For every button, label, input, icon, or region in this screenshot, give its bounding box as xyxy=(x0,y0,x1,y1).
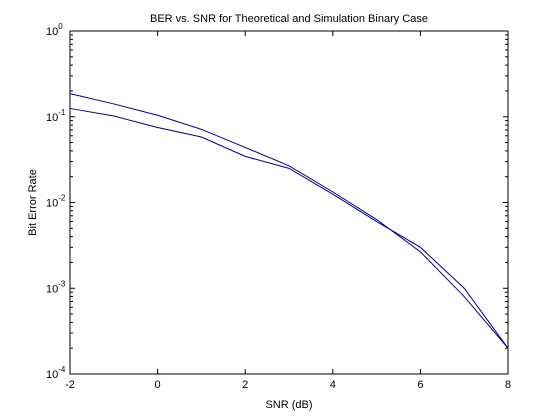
y-axis-label: Bit Error Rate xyxy=(27,169,39,236)
x-axis-label: SNR (dB) xyxy=(265,399,312,411)
x-tick-label: 6 xyxy=(417,379,423,391)
y-tick-label-exponent: -3 xyxy=(58,279,66,288)
y-tick-label-exponent: 0 xyxy=(58,22,63,31)
y-tick-label: 10-3 xyxy=(46,279,66,295)
plot-area xyxy=(70,31,508,374)
y-tick-label: 10-2 xyxy=(46,194,66,210)
x-tick-label: 0 xyxy=(155,379,161,391)
y-tick-label: 10-1 xyxy=(46,108,66,124)
x-tick-label: -2 xyxy=(65,379,75,391)
chart-title: BER vs. SNR for Theoretical and Simulati… xyxy=(150,13,428,25)
x-tick-label: 4 xyxy=(330,379,336,391)
y-tick-label-base: 10 xyxy=(46,283,58,295)
series-layer xyxy=(69,93,509,349)
series-line-2 xyxy=(69,107,509,349)
y-tick-label-base: 10 xyxy=(46,198,58,210)
y-tick-label: 100 xyxy=(46,22,63,38)
y-tick-label-exponent: -1 xyxy=(58,108,66,117)
x-tick-label: 2 xyxy=(242,379,248,391)
y-tick-label-base: 10 xyxy=(46,369,58,381)
y-tick-label: 10-4 xyxy=(46,365,66,381)
x-tick-label: 8 xyxy=(505,379,511,391)
y-tick-label-base: 10 xyxy=(46,26,58,38)
series-line-1 xyxy=(69,93,509,349)
y-tick-label-exponent: -2 xyxy=(58,194,66,203)
y-tick-label-exponent: -4 xyxy=(58,365,66,374)
y-tick-label-base: 10 xyxy=(46,112,58,124)
